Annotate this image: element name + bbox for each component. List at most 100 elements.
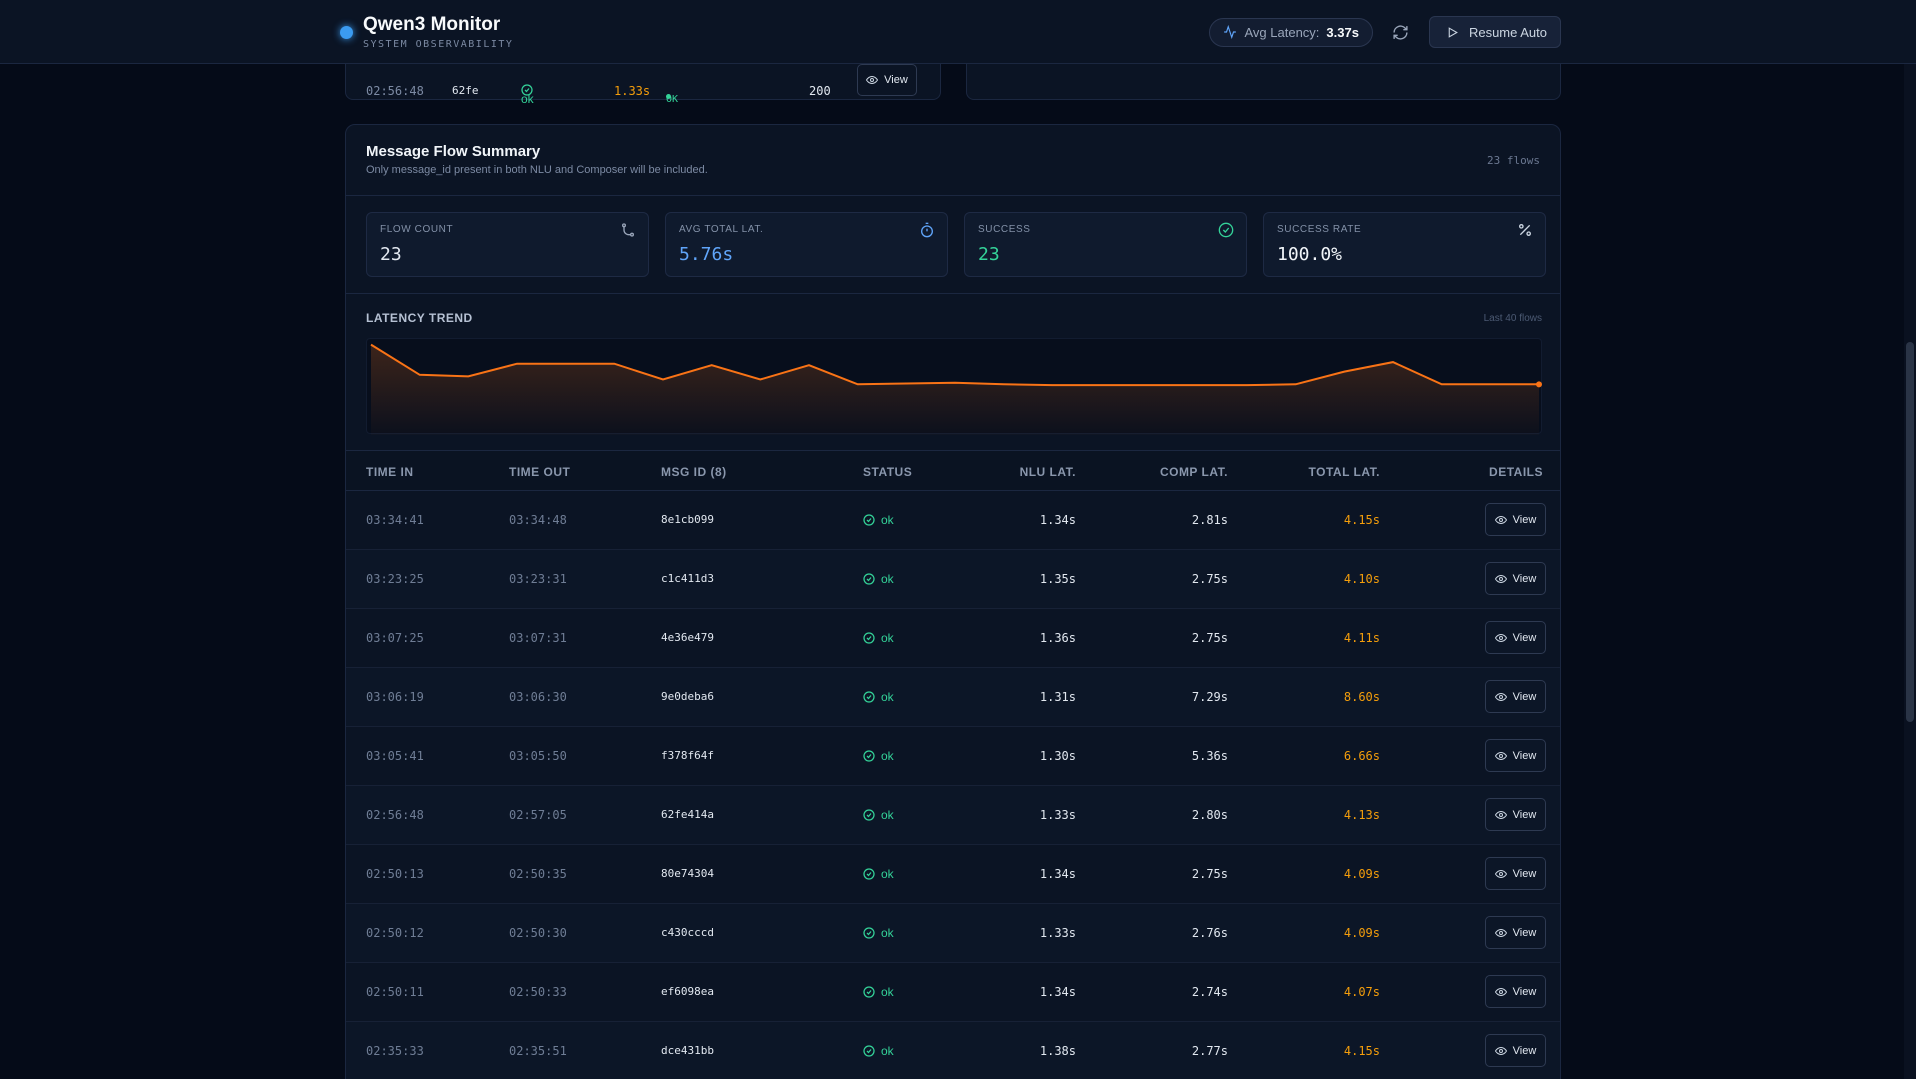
cell-status: ok — [863, 808, 894, 822]
col-time-in[interactable]: TIME IN — [366, 465, 414, 479]
view-details-button[interactable]: View — [1485, 975, 1546, 1008]
cell-total-latency: 4.07s — [1343, 985, 1380, 999]
col-msg-id[interactable]: MSG ID (8) — [661, 465, 727, 479]
check-circle-icon — [863, 691, 875, 703]
col-comp-latency[interactable]: COMP LAT. — [1159, 465, 1228, 479]
resume-auto-button[interactable]: Resume Auto — [1428, 16, 1561, 48]
col-total-latency[interactable]: TOTAL LAT. — [1308, 465, 1380, 479]
col-nlu-latency[interactable]: NLU LAT. — [1019, 465, 1076, 479]
view-label: View — [1512, 1044, 1537, 1057]
view-details-button[interactable]: View — [1485, 680, 1546, 713]
cell-time-in: 03:05:41 — [366, 749, 424, 763]
view-details-button[interactable]: View — [1485, 739, 1546, 772]
stats-row: FLOW COUNT 23 AVG TOTAL LAT. 5.76s SUCCE… — [366, 212, 1546, 277]
cell-nlu-latency: 1.34s — [1039, 867, 1076, 881]
view-details-button[interactable]: View — [1485, 503, 1546, 536]
percent-icon — [1519, 224, 1531, 236]
stat-success: SUCCESS 23 — [964, 212, 1247, 277]
view-label: View — [1512, 985, 1537, 998]
view-details-button[interactable]: View — [1485, 562, 1546, 595]
cell-nlu-latency: 1.35s — [1039, 572, 1076, 586]
status-text: ok — [881, 572, 894, 586]
cell-time-in: 02:35:33 — [366, 1044, 424, 1058]
status-text: ok — [881, 926, 894, 940]
page-scrollbar[interactable] — [1904, 0, 1916, 1079]
cell-msg-id: c430cccd — [661, 926, 714, 939]
flow-count-text: 23 flows — [1487, 154, 1540, 167]
col-details: DETAILS — [1489, 465, 1543, 479]
stat-avg-total-latency: AVG TOTAL LAT. 5.76s — [665, 212, 948, 277]
cell-comp-latency: 2.76s — [1191, 926, 1228, 940]
cell-time-out: 02:35:51 — [509, 1044, 567, 1058]
col-status[interactable]: STATUS — [863, 465, 913, 479]
cell-time-out: 03:05:50 — [509, 749, 567, 763]
cell-msg-id: f378f64f — [661, 749, 714, 762]
cell-msg-id: ef6098ea — [661, 985, 714, 998]
status-text: ok — [881, 749, 894, 763]
eye-icon — [1494, 928, 1507, 937]
check-circle-icon — [863, 514, 875, 526]
prev-code: 200 — [809, 84, 831, 98]
cell-comp-latency: 2.75s — [1191, 867, 1228, 881]
cell-msg-id: 80e74304 — [661, 867, 714, 880]
eye-icon — [1494, 633, 1507, 642]
stat-label: SUCCESS — [978, 224, 1031, 235]
status-dot-icon — [666, 94, 671, 99]
cell-comp-latency: 5.36s — [1191, 749, 1228, 763]
latency-trend-section: LATENCY TREND Last 40 flows — [346, 293, 1560, 448]
check-circle-icon — [1218, 222, 1234, 238]
view-label: View — [1512, 631, 1537, 644]
view-label: View — [1512, 749, 1537, 762]
app-subtitle: SYSTEM OBSERVABILITY — [363, 39, 514, 50]
view-details-button[interactable]: View — [1485, 621, 1546, 654]
avg-latency-value: 3.37s — [1326, 24, 1359, 40]
table-row: 03:07:25 03:07:31 4e36e479 ok 1.36s 2.75s 4.11… — [346, 609, 1560, 668]
prev-view-button[interactable]: View — [857, 64, 917, 96]
cell-time-in: 02:50:12 — [366, 926, 424, 940]
cell-nlu-latency: 1.33s — [1039, 926, 1076, 940]
cell-time-out: 03:23:31 — [509, 572, 567, 586]
refresh-icon — [1393, 24, 1409, 40]
cell-status: ok — [863, 513, 894, 527]
cell-comp-latency: 2.80s — [1191, 808, 1228, 822]
status-dot-icon — [340, 25, 353, 39]
cell-status: ok — [863, 985, 894, 999]
stat-value: 5.76s — [679, 244, 734, 265]
col-time-out[interactable]: TIME OUT — [509, 465, 571, 479]
cell-comp-latency: 2.74s — [1191, 985, 1228, 999]
cell-msg-id: 8e1cb099 — [661, 513, 714, 526]
status-text: ok — [881, 1044, 894, 1058]
view-details-button[interactable]: View — [1485, 1034, 1546, 1067]
view-details-button[interactable]: View — [1485, 916, 1546, 949]
eye-icon — [1494, 987, 1507, 996]
view-details-button[interactable]: View — [1485, 857, 1546, 890]
cell-time-in: 03:23:25 — [366, 572, 424, 586]
stat-value: 100.0% — [1277, 244, 1343, 265]
cell-time-out: 03:06:30 — [509, 690, 567, 704]
stat-success-rate: SUCCESS RATE 100.0% — [1263, 212, 1546, 277]
table-row: 03:06:19 03:06:30 9e0deba6 ok 1.31s 7.29s 8.60… — [346, 668, 1560, 727]
scrollbar-thumb[interactable] — [1906, 342, 1914, 722]
view-label: View — [1512, 808, 1537, 821]
activity-icon — [1224, 25, 1237, 39]
status-text: ok — [881, 631, 894, 645]
view-details-button[interactable]: View — [1485, 798, 1546, 831]
cell-total-latency: 4.15s — [1343, 513, 1380, 527]
cell-time-out: 02:50:33 — [509, 985, 567, 999]
table-row: 02:35:33 02:35:51 dce431bb ok 1.38s 2.77s 4.15… — [346, 1022, 1560, 1079]
cell-total-latency: 4.11s — [1343, 631, 1380, 645]
resume-label: Resume Auto — [1468, 24, 1547, 40]
refresh-button[interactable] — [1387, 18, 1415, 46]
eye-icon — [1494, 515, 1507, 524]
cell-status: ok — [863, 572, 894, 586]
trend-chart-box — [366, 338, 1542, 435]
cell-time-out: 03:07:31 — [509, 631, 567, 645]
status-text: ok — [881, 808, 894, 822]
cell-nlu-latency: 1.33s — [1039, 808, 1076, 822]
stat-flow-count: FLOW COUNT 23 — [366, 212, 649, 277]
trend-area — [371, 344, 1539, 435]
cell-time-in: 03:07:25 — [366, 631, 424, 645]
cell-status: ok — [863, 690, 894, 704]
cell-nlu-latency: 1.34s — [1039, 513, 1076, 527]
previous-nlu-row: 02:56:48 62fe ok 1.33s OK 200 — [366, 84, 831, 106]
